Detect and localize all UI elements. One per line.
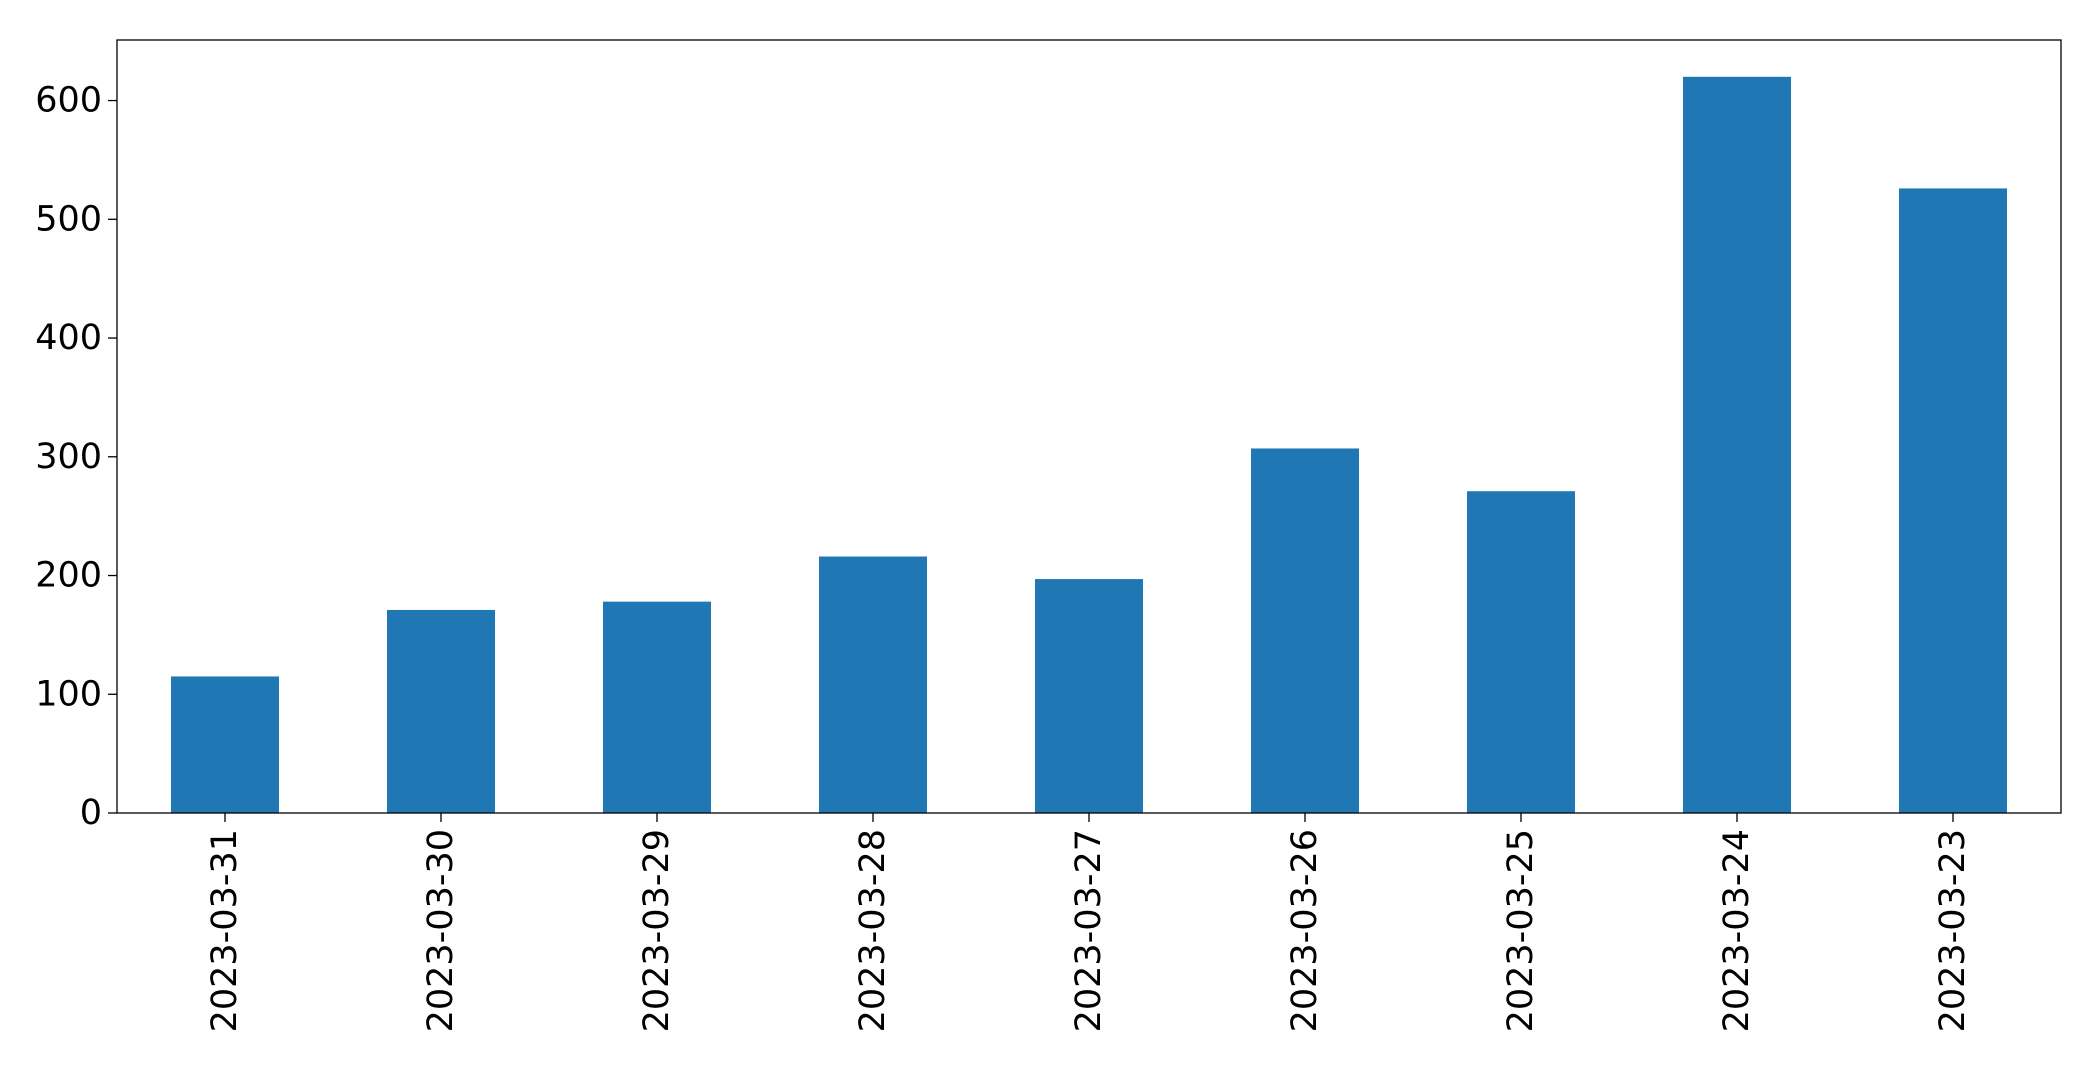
x-tick-label: 2023-03-31 — [205, 829, 245, 1032]
y-tick-label: 200 — [35, 556, 102, 596]
y-tick-label: 500 — [35, 199, 102, 239]
x-tick-label: 2023-03-24 — [1717, 829, 1757, 1032]
y-axis: 0 100 200 300 400 500 600 — [35, 81, 117, 833]
y-tick-label: 100 — [35, 674, 102, 714]
x-tick-label: 2023-03-26 — [1285, 829, 1325, 1032]
bar-2023-03-26 — [1251, 448, 1359, 813]
x-tick-label: 2023-03-27 — [1069, 829, 1109, 1032]
y-tick-label: 600 — [35, 81, 102, 121]
x-tick-label: 2023-03-23 — [1933, 829, 1973, 1032]
bar-2023-03-27 — [1035, 579, 1143, 813]
bar-2023-03-30 — [387, 609, 495, 813]
y-tick-label: 400 — [35, 318, 102, 358]
bar-2023-03-24 — [1683, 76, 1791, 814]
x-tick-label: 2023-03-28 — [853, 829, 893, 1032]
x-tick-label: 2023-03-29 — [637, 829, 677, 1032]
x-axis: 2023-03-31 2023-03-30 2023-03-29 2023-03-28… — [205, 813, 1973, 1032]
bar-2023-03-23 — [1899, 188, 2007, 813]
bar-2023-03-29 — [603, 601, 711, 813]
y-tick-label: 300 — [35, 437, 102, 477]
x-tick-label: 2023-03-30 — [421, 829, 461, 1032]
bar-2023-03-28 — [819, 556, 927, 813]
bar-2023-03-31 — [171, 676, 279, 813]
bar-2023-03-25 — [1467, 491, 1575, 813]
bars-layer — [171, 76, 2007, 814]
y-tick-label: 0 — [80, 793, 102, 833]
plot-frame — [116, 39, 2062, 814]
x-tick-label: 2023-03-25 — [1501, 829, 1541, 1032]
